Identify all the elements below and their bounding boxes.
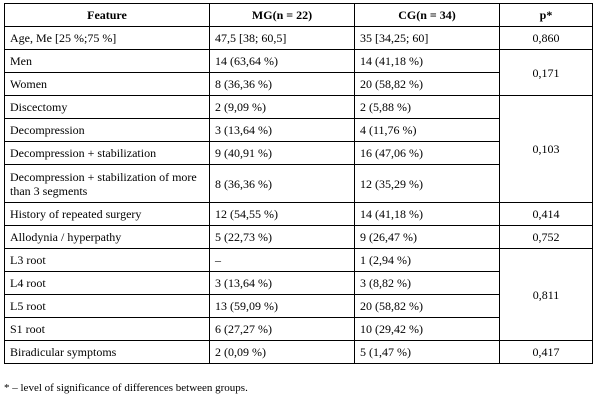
table-row: Decompression + stabilization 9 (40,91 %… <box>4 141 593 165</box>
footnote: * – level of significance of differences… <box>4 382 248 394</box>
table-row: Allodynia / hyperpathy 5 (22,73 %) 9 (26… <box>4 225 593 249</box>
feature-cell: Decompression + stabilization of more th… <box>4 164 210 203</box>
mg-cell: 2 (0,09 %) <box>209 340 355 364</box>
mg-cell: 8 (36,36 %) <box>209 164 355 203</box>
mg-cell: 47,5 [38; 60,5] <box>209 26 355 50</box>
feature-cell: L4 root <box>4 271 210 295</box>
table-row: Decompression + stabilization of more th… <box>4 164 593 203</box>
cg-cell: 20 (58,82 %) <box>354 294 500 318</box>
feature-cell: L5 root <box>4 294 210 318</box>
mg-cell: 2 (9,09 %) <box>209 95 355 119</box>
p-cell: 0,860 <box>499 26 593 50</box>
p-cell: 0,414 <box>499 202 593 226</box>
feature-cell: Discectomy <box>4 95 210 119</box>
table-row: Biradicular symptoms 2 (0,09 %) 5 (1,47 … <box>4 340 593 364</box>
mg-cell: 12 (54,55 %) <box>209 202 355 226</box>
table-row: Decompression 3 (13,64 %) 4 (11,76 %) <box>4 118 593 142</box>
cg-cell: 12 (35,29 %) <box>354 164 500 203</box>
table-row: Discectomy 2 (9,09 %) 2 (5,88 %) 0,103 <box>4 95 593 203</box>
header-mg: MG(n = 22) <box>209 3 355 27</box>
feature-cell: History of repeated surgery <box>4 202 210 226</box>
cg-cell: 1 (2,94 %) <box>354 248 500 272</box>
header-p: p* <box>499 3 593 27</box>
feature-cell: Biradicular symptoms <box>4 340 210 364</box>
feature-cell: L3 root <box>4 248 210 272</box>
p-cell: 0,811 <box>499 248 593 341</box>
cg-cell: 35 [34,25; 60] <box>354 26 500 50</box>
cg-cell: 14 (41,18 %) <box>354 202 500 226</box>
table-row: Age, Me [25 %;75 %] 47,5 [38; 60,5] 35 [… <box>4 26 593 50</box>
table-row: L3 root – 1 (2,94 %) 0,811 <box>4 248 593 341</box>
p-cell: 0,417 <box>499 340 593 364</box>
feature-cell: Age, Me [25 %;75 %] <box>4 26 210 50</box>
cg-cell: 9 (26,47 %) <box>354 225 500 249</box>
cg-cell: 16 (47,06 %) <box>354 141 500 165</box>
cg-cell: 5 (1,47 %) <box>354 340 500 364</box>
mg-cell: 13 (59,09 %) <box>209 294 355 318</box>
feature-cell: Men <box>4 49 210 73</box>
feature-cell: Decompression <box>4 118 210 142</box>
table-row: History of repeated surgery 12 (54,55 %)… <box>4 202 593 226</box>
mg-cell: 3 (13,64 %) <box>209 271 355 295</box>
feature-cell: Allodynia / hyperpathy <box>4 225 210 249</box>
table-row: Women 8 (36,36 %) 20 (58,82 %) <box>4 72 593 96</box>
mg-cell: 14 (63,64 %) <box>209 49 355 73</box>
feature-cell: Women <box>4 72 210 96</box>
cg-cell: 4 (11,76 %) <box>354 118 500 142</box>
header-feature: Feature <box>4 3 210 27</box>
mg-cell: – <box>209 248 355 272</box>
header-row: Feature MG(n = 22) CG(n = 34) p* <box>4 3 593 27</box>
mg-cell: 5 (22,73 %) <box>209 225 355 249</box>
header-cg: CG(n = 34) <box>354 3 500 27</box>
cg-cell: 20 (58,82 %) <box>354 72 500 96</box>
p-cell: 0,103 <box>499 95 593 203</box>
mg-cell: 3 (13,64 %) <box>209 118 355 142</box>
cg-cell: 10 (29,42 %) <box>354 317 500 341</box>
data-table: Feature MG(n = 22) CG(n = 34) p* Age, Me… <box>4 3 593 364</box>
mg-cell: 8 (36,36 %) <box>209 72 355 96</box>
feature-cell: S1 root <box>4 317 210 341</box>
cg-cell: 3 (8,82 %) <box>354 271 500 295</box>
p-cell: 0,171 <box>499 49 593 96</box>
cg-cell: 14 (41,18 %) <box>354 49 500 73</box>
feature-cell: Decompression + stabilization <box>4 141 210 165</box>
p-cell: 0,752 <box>499 225 593 249</box>
mg-cell: 9 (40,91 %) <box>209 141 355 165</box>
cg-cell: 2 (5,88 %) <box>354 95 500 119</box>
table-row: Men 14 (63,64 %) 14 (41,18 %) 0,171 <box>4 49 593 96</box>
mg-cell: 6 (27,27 %) <box>209 317 355 341</box>
